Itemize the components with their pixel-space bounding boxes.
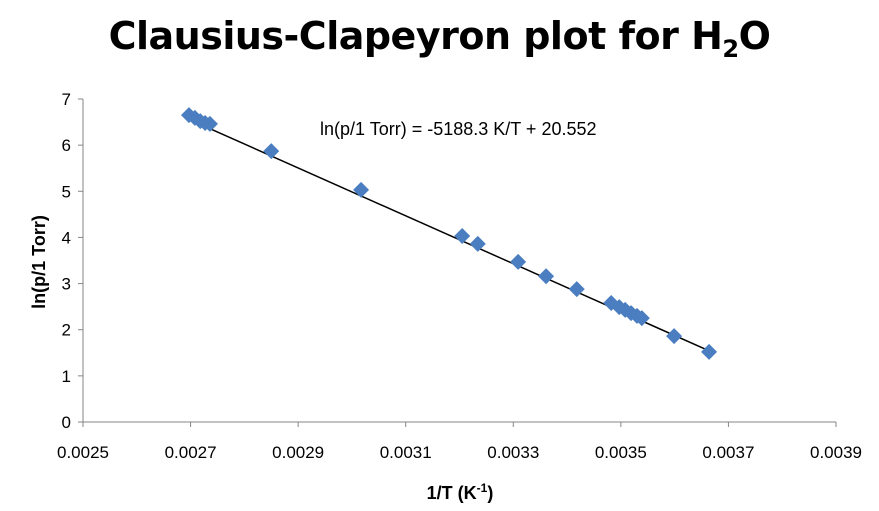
data-point — [666, 328, 683, 345]
x-tick-label: 0.0035 — [595, 443, 647, 462]
x-tick-label: 0.0027 — [165, 443, 217, 462]
y-tick-label: 6 — [62, 136, 71, 155]
title-main: Clausius-Clapeyron plot for H — [108, 14, 723, 58]
x-tick-label: 0.0033 — [487, 443, 539, 462]
data-point — [353, 181, 370, 198]
x-tick-label: 0.0039 — [810, 443, 862, 462]
data-point — [633, 310, 650, 327]
data-point — [701, 343, 718, 360]
chart-title: Clausius-Clapeyron plot for H2O — [0, 14, 879, 63]
data-point — [201, 115, 218, 132]
trendline-equation: ln(p/1 Torr) = -5188.3 K/T + 20.552 — [320, 119, 597, 139]
x-tick-label: 0.0029 — [272, 443, 324, 462]
title-tail: O — [738, 14, 771, 58]
x-tick-label: 0.0037 — [702, 443, 754, 462]
y-tick-label: 5 — [62, 182, 71, 201]
y-tick-label: 3 — [62, 275, 71, 294]
y-axis-label: ln(p/1 Torr) — [29, 215, 49, 309]
title-subscript: 2 — [722, 35, 739, 63]
y-tick-label: 2 — [62, 321, 71, 340]
y-tick-label: 7 — [62, 90, 71, 109]
data-point — [568, 281, 585, 298]
x-axis-label: 1/T (K-1) — [427, 481, 494, 503]
x-tick-label: 0.0031 — [380, 443, 432, 462]
y-tick-label: 4 — [62, 228, 71, 247]
data-point — [263, 143, 280, 160]
data-point — [454, 228, 471, 245]
data-point — [510, 253, 527, 270]
data-point — [538, 268, 555, 285]
y-tick-label: 0 — [62, 413, 71, 432]
x-tick-label: 0.0025 — [57, 443, 109, 462]
data-point — [469, 235, 486, 252]
y-tick-label: 1 — [62, 367, 71, 386]
